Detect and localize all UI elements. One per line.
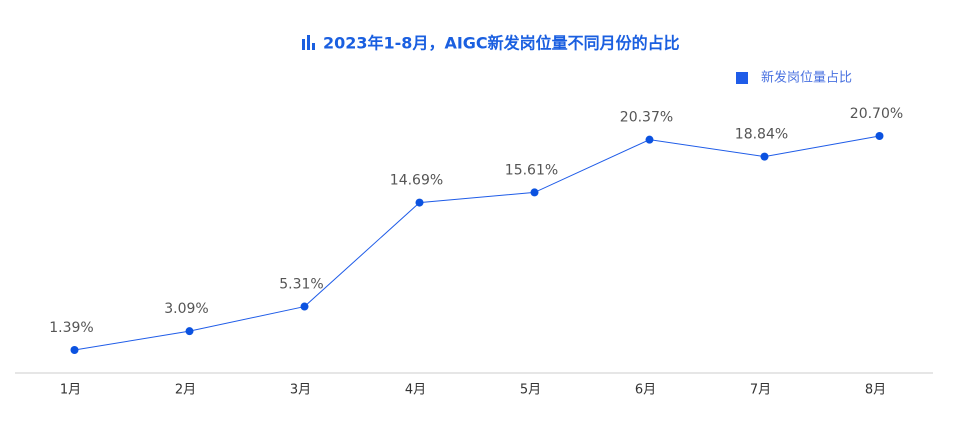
data-label: 3.09% [164, 301, 208, 317]
x-tick-label: 4月 [405, 383, 426, 398]
data-label: 20.37% [620, 110, 673, 126]
point [760, 152, 769, 161]
data-label: 20.70% [850, 106, 903, 122]
line [74, 135, 880, 351]
point [530, 188, 539, 197]
data-label: 1.39% [49, 320, 93, 336]
legend-swatch [736, 72, 748, 84]
point [875, 132, 884, 140]
x-tick-label: 3月 [290, 383, 311, 398]
x-tick-label: 7月 [750, 383, 771, 398]
x-tick-label: 1月 [60, 383, 81, 398]
point [645, 135, 654, 144]
title-icon [302, 35, 315, 50]
point [185, 327, 194, 336]
point [70, 346, 79, 354]
x-tick-label: 8月 [865, 383, 886, 398]
data-label: 5.31% [279, 277, 323, 293]
legend-label: 新发岗位量占比 [761, 70, 852, 86]
point [415, 198, 424, 207]
chart-title: 2023年1-8月，AIGC新发岗位量不同月份的占比 [323, 34, 680, 53]
x-tick-label: 2月 [175, 383, 196, 398]
x-tick-label: 5月 [520, 383, 541, 398]
data-label: 15.61% [505, 162, 558, 178]
point [300, 302, 309, 311]
data-label: 14.69% [390, 173, 443, 189]
data-label: 18.84% [735, 127, 788, 143]
x-tick-label: 6月 [635, 383, 656, 398]
